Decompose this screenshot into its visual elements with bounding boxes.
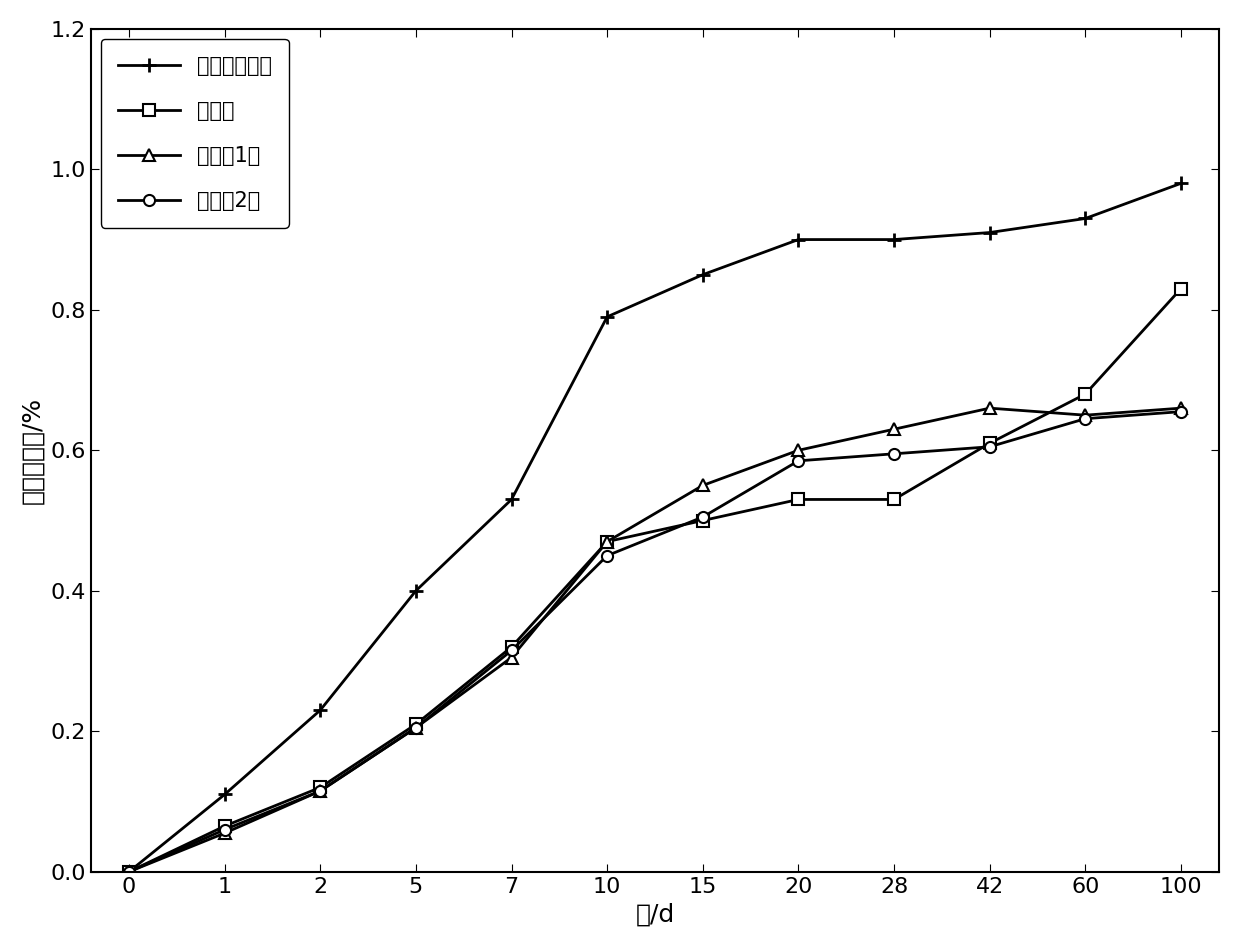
普通大粒尿素 (408, 585, 423, 597)
普通大粒尿素 (1078, 213, 1092, 224)
实施例2肥 (217, 824, 232, 835)
Legend: 普通大粒尿素, 脲甲醒, 实施例1肥, 实施例2肥: 普通大粒尿素, 脲甲醒, 实施例1肥, 实施例2肥 (102, 39, 289, 227)
脲甲醒 (1173, 283, 1188, 295)
脲甲醒 (122, 867, 136, 878)
实施例2肥 (408, 722, 423, 733)
普通大粒尿素 (1173, 178, 1188, 189)
实施例1肥 (312, 785, 327, 796)
普通大粒尿素 (791, 234, 806, 245)
实施例1肥 (1173, 402, 1188, 414)
实施例1肥 (217, 828, 232, 839)
脲甲醒 (408, 719, 423, 730)
实施例1肥 (600, 536, 615, 547)
实施例1肥 (791, 444, 806, 456)
脲甲醒 (982, 438, 997, 449)
实施例2肥 (122, 867, 136, 878)
普通大粒尿素 (600, 312, 615, 323)
普通大粒尿素 (982, 227, 997, 239)
普通大粒尿素 (505, 493, 520, 505)
实施例2肥 (1173, 406, 1188, 418)
实施例1肥 (122, 867, 136, 878)
实施例2肥 (696, 511, 711, 523)
普通大粒尿素 (217, 789, 232, 800)
普通大粒尿素 (312, 705, 327, 716)
实施例2肥 (505, 645, 520, 656)
实施例1肥 (505, 652, 520, 663)
Line: 脲甲醒: 脲甲醒 (124, 283, 1187, 877)
实施例1肥 (887, 423, 901, 435)
实施例1肥 (408, 722, 423, 733)
普通大粒尿素 (122, 867, 136, 878)
实施例2肥 (791, 456, 806, 467)
实施例2肥 (1078, 413, 1092, 424)
Y-axis label: 累积解放率/%: 累积解放率/% (21, 397, 45, 504)
脲甲醒 (887, 493, 901, 505)
实施例1肥 (696, 480, 711, 491)
实施例2肥 (312, 785, 327, 796)
实施例2肥 (600, 550, 615, 562)
Line: 普通大粒尿素: 普通大粒尿素 (122, 176, 1188, 879)
实施例2肥 (887, 448, 901, 459)
脲甲醒 (1078, 388, 1092, 400)
普通大粒尿素 (696, 269, 711, 280)
Line: 实施例2肥: 实施例2肥 (124, 406, 1187, 877)
实施例1肥 (982, 402, 997, 414)
X-axis label: 天/d: 天/d (635, 902, 675, 926)
实施例1肥 (1078, 409, 1092, 420)
脲甲醒 (696, 515, 711, 527)
脲甲醒 (217, 820, 232, 831)
普通大粒尿素 (887, 234, 901, 245)
Line: 实施例1肥: 实施例1肥 (124, 402, 1187, 877)
脲甲醒 (505, 641, 520, 652)
脲甲醒 (312, 782, 327, 794)
脲甲醒 (791, 493, 806, 505)
实施例2肥 (982, 441, 997, 453)
脲甲醒 (600, 536, 615, 547)
